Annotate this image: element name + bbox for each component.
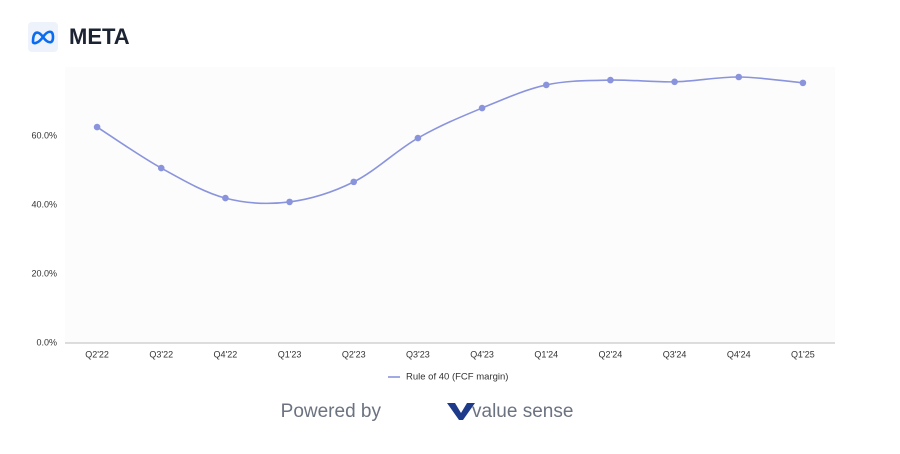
data-point: [735, 73, 743, 81]
x-tick-label: Q1'24: [534, 349, 558, 359]
x-tick-label: Q1'25: [791, 349, 815, 359]
series-line: [96, 76, 803, 205]
data-point: [478, 104, 486, 112]
x-tick-label: Q3'24: [663, 349, 687, 359]
x-tick-label: Q4'22: [214, 349, 238, 359]
x-tick-label: Q4'24: [727, 349, 751, 359]
legend-label: Rule of 40 (FCF margin): [406, 372, 508, 383]
powered-by: Powered by: [281, 401, 382, 422]
y-tick-label: 20.0%: [31, 268, 57, 278]
brand-logo: [447, 403, 475, 420]
plot-area: [65, 67, 835, 343]
x-tick-label: Q3'23: [406, 349, 430, 359]
y-tick-label: 40.0%: [31, 199, 57, 209]
data-point: [222, 194, 229, 202]
meta-logo: [31, 30, 55, 45]
x-tick-label: Q3'22: [149, 349, 173, 359]
data-point: [542, 81, 550, 89]
x-tick-label: Q4'23: [470, 349, 494, 359]
data-point: [414, 134, 422, 142]
x-tick-label: Q2'23: [342, 349, 366, 359]
x-tick-label: Q1'23: [278, 349, 302, 359]
x-tick-label: Q2'22: [85, 349, 109, 359]
x-tick-label: Q2'24: [599, 349, 623, 359]
company-title: META: [69, 24, 130, 49]
data-point: [799, 79, 807, 87]
brand-name: value sense: [472, 401, 573, 422]
y-tick-label: 60.0%: [31, 130, 57, 140]
y-tick-label: 0.0%: [36, 337, 57, 347]
data-point: [607, 76, 614, 84]
data-point: [671, 78, 678, 86]
data-point: [350, 178, 358, 186]
data-point: [157, 164, 165, 172]
data-point: [93, 123, 101, 131]
data-point: [286, 198, 293, 206]
